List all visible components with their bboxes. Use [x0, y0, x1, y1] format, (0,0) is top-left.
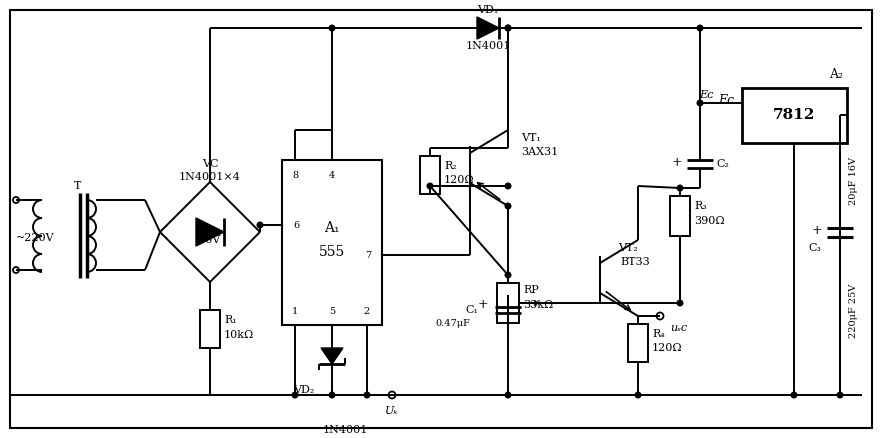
- Text: 3AX31: 3AX31: [521, 147, 558, 157]
- Bar: [628, 324, 648, 362]
- Polygon shape: [321, 348, 343, 364]
- Text: 7812: 7812: [773, 108, 815, 122]
- Text: VT₂: VT₂: [618, 243, 638, 253]
- Bar: [742, 88, 847, 143]
- Text: C₁: C₁: [465, 305, 478, 315]
- Bar: [420, 156, 440, 194]
- Text: 16V: 16V: [198, 235, 221, 245]
- Text: A₂: A₂: [829, 68, 843, 81]
- Text: 4: 4: [329, 170, 335, 180]
- Text: RP: RP: [523, 285, 539, 295]
- Circle shape: [505, 272, 511, 278]
- Circle shape: [677, 185, 683, 191]
- Text: R₂: R₂: [444, 161, 457, 171]
- Text: R₄: R₄: [652, 329, 665, 339]
- Circle shape: [258, 222, 263, 228]
- Text: 0.47μF: 0.47μF: [435, 318, 470, 328]
- Text: C₂: C₂: [716, 159, 729, 169]
- Circle shape: [837, 392, 843, 398]
- Circle shape: [292, 392, 298, 398]
- Polygon shape: [477, 17, 499, 39]
- Polygon shape: [196, 218, 224, 246]
- Text: C₃: C₃: [809, 243, 821, 253]
- Text: 10kΩ: 10kΩ: [224, 330, 254, 340]
- Text: R₁: R₁: [224, 315, 236, 325]
- Text: R₃: R₃: [694, 201, 706, 211]
- Circle shape: [427, 183, 433, 189]
- Text: Eᴄ: Eᴄ: [699, 90, 714, 100]
- Circle shape: [677, 300, 683, 306]
- Text: 20μF 16V: 20μF 16V: [849, 157, 858, 205]
- Text: 220μF 25V: 220μF 25V: [849, 284, 858, 338]
- Circle shape: [791, 392, 796, 398]
- Text: BT33: BT33: [620, 257, 650, 267]
- Text: 390Ω: 390Ω: [694, 216, 725, 226]
- Text: 8: 8: [292, 170, 298, 180]
- Text: Eᴄ: Eᴄ: [718, 93, 734, 106]
- Circle shape: [329, 25, 335, 31]
- Text: Uₖ: Uₖ: [385, 406, 399, 416]
- Bar: [670, 196, 690, 236]
- Text: 2: 2: [364, 307, 370, 315]
- Text: 1: 1: [292, 307, 298, 315]
- Circle shape: [505, 203, 511, 209]
- Text: 120Ω: 120Ω: [652, 343, 683, 353]
- Text: 1N4001×4: 1N4001×4: [179, 172, 241, 182]
- Text: VC: VC: [202, 159, 218, 169]
- Text: VD₂: VD₂: [293, 385, 314, 395]
- Circle shape: [329, 392, 335, 398]
- Bar: [282, 160, 382, 325]
- Bar: [200, 310, 220, 348]
- Text: 7: 7: [365, 251, 371, 259]
- Text: 6: 6: [293, 220, 299, 230]
- Text: A₁: A₁: [325, 221, 340, 235]
- Circle shape: [697, 25, 703, 31]
- Circle shape: [505, 183, 511, 189]
- Circle shape: [697, 100, 703, 106]
- Circle shape: [635, 392, 641, 398]
- Text: 5: 5: [329, 307, 335, 315]
- Circle shape: [505, 392, 511, 398]
- Text: +: +: [477, 299, 488, 311]
- Text: 1N4001: 1N4001: [466, 41, 511, 51]
- Text: 555: 555: [319, 245, 345, 259]
- Circle shape: [505, 25, 511, 31]
- Circle shape: [364, 392, 370, 398]
- Text: ~220V: ~220V: [16, 233, 55, 243]
- Text: 120Ω: 120Ω: [444, 175, 475, 185]
- Text: T: T: [74, 181, 82, 191]
- Circle shape: [505, 25, 511, 31]
- Text: uₛс: uₛс: [670, 323, 687, 333]
- Text: VT₁: VT₁: [521, 133, 541, 143]
- Bar: [497, 283, 519, 323]
- Text: 33kΩ: 33kΩ: [523, 300, 553, 310]
- Text: VD₁: VD₁: [477, 5, 498, 15]
- Text: 1N4001: 1N4001: [322, 425, 368, 435]
- Text: +: +: [671, 155, 682, 169]
- Text: +: +: [811, 225, 822, 237]
